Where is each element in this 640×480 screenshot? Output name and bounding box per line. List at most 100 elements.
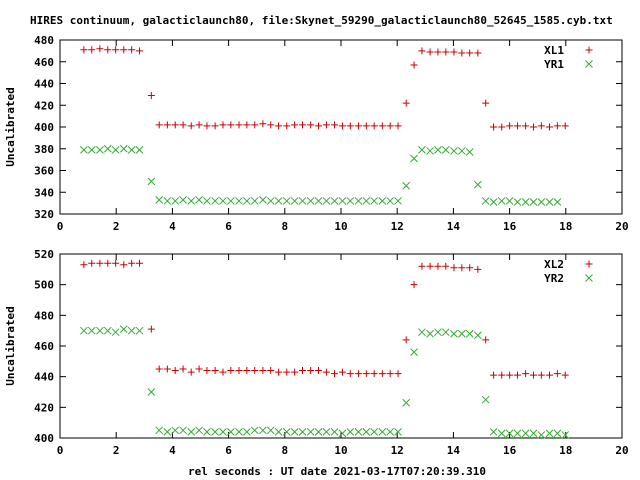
data-point-xl2 (331, 370, 339, 378)
data-point-yr1 (119, 144, 128, 153)
data-point-yr2 (203, 428, 211, 436)
data-point-yr2 (473, 331, 482, 340)
data-point-xl1 (338, 122, 346, 130)
data-point-yr1 (338, 197, 347, 205)
data-point-xl2 (128, 259, 136, 267)
data-point-yr1 (402, 181, 411, 190)
data-point-yr2 (378, 428, 387, 436)
data-point-xl2 (458, 264, 466, 272)
data-point-yr1 (80, 145, 88, 154)
data-point-xl2 (561, 371, 569, 379)
data-point-yr2 (250, 426, 259, 435)
data-point-yr2 (147, 388, 156, 396)
data-point-xl2 (112, 259, 120, 267)
data-point-yr2 (274, 428, 283, 436)
data-point-yr1 (426, 147, 434, 155)
data-point-xl2 (147, 325, 155, 333)
data-point-yr1 (465, 148, 474, 156)
data-point-xl1 (147, 91, 155, 99)
data-point-yr1 (521, 198, 530, 206)
data-point-yr1 (553, 198, 562, 206)
data-point-yr1 (537, 198, 546, 206)
data-point-xl1 (251, 121, 259, 129)
legend-marker (585, 46, 593, 54)
data-point-yr1 (513, 198, 522, 206)
data-point-yr2 (505, 429, 514, 438)
x-tick-label: 0 (57, 444, 64, 457)
plot-frame (59, 253, 623, 439)
data-point-yr2 (127, 326, 136, 335)
data-point-xl2 (418, 262, 426, 270)
data-point-yr1 (163, 197, 172, 205)
x-tick-label: 10 (334, 444, 347, 457)
data-point-xl1 (402, 99, 410, 107)
data-point-xl2 (96, 259, 104, 267)
data-point-xl2 (88, 259, 96, 267)
data-point-xl1 (96, 45, 104, 53)
data-point-xl2 (136, 259, 144, 267)
y-tick-label: 320 (34, 208, 54, 221)
data-point-yr2 (155, 426, 164, 435)
data-point-xl2 (243, 367, 251, 375)
data-point-yr1 (111, 145, 120, 154)
data-point-xl1 (418, 47, 426, 55)
data-point-yr1 (362, 197, 371, 205)
y-tick-label: 440 (34, 78, 54, 91)
plot-frame (59, 39, 623, 215)
data-point-yr2 (434, 328, 442, 337)
data-point-yr2 (402, 398, 411, 407)
data-point-yr2 (235, 428, 243, 436)
data-point-xl1 (179, 121, 187, 129)
data-point-yr2 (171, 426, 180, 435)
data-point-yr2 (111, 328, 120, 337)
y-axis-label: Uncalibrated (4, 306, 17, 385)
data-point-yr2 (135, 326, 144, 335)
data-point-yr2 (354, 428, 363, 436)
data-point-xl2 (498, 371, 506, 379)
data-point-yr1 (290, 197, 299, 205)
data-point-xl2 (490, 371, 498, 379)
data-point-xl2 (434, 262, 442, 270)
data-point-yr2 (187, 428, 196, 436)
data-point-xl2 (450, 264, 458, 272)
y-tick-label: 380 (34, 143, 54, 156)
y-tick-label: 480 (34, 34, 54, 47)
data-point-xl2 (394, 370, 402, 378)
data-point-xl2 (251, 367, 259, 375)
y-axis-label: Uncalibrated (4, 87, 17, 166)
data-point-yr1 (211, 197, 219, 205)
data-point-xl1 (219, 121, 227, 129)
x-tick-label: 2 (113, 220, 120, 233)
data-point-xl2 (474, 265, 482, 273)
data-point-xl1 (474, 49, 482, 57)
y-tick-label: 480 (34, 309, 54, 322)
data-point-xl1 (322, 121, 330, 129)
data-point-yr1 (314, 197, 323, 205)
data-point-yr2 (163, 428, 172, 436)
data-point-xl1 (187, 122, 195, 130)
data-point-xl2 (307, 367, 315, 375)
data-point-yr2 (226, 428, 235, 436)
x-tick-label: 14 (447, 220, 461, 233)
data-point-xl2 (227, 367, 235, 375)
data-point-xl2 (283, 368, 291, 376)
data-point-yr2 (370, 428, 379, 436)
data-point-yr1 (505, 197, 514, 205)
data-point-yr2 (306, 428, 315, 436)
data-point-yr1 (481, 197, 490, 205)
x-tick-label: 20 (615, 220, 628, 233)
data-point-xl2 (315, 367, 323, 375)
x-tick-label: 2 (113, 444, 120, 457)
data-point-xl1 (243, 121, 251, 129)
data-point-yr2 (457, 329, 466, 338)
legend-marker (585, 60, 593, 68)
data-point-xl2 (354, 370, 362, 378)
data-point-yr1 (155, 196, 164, 204)
data-point-xl1 (378, 122, 386, 130)
y-tick-label: 420 (34, 401, 54, 414)
x-tick-label: 12 (391, 444, 404, 457)
data-point-xl2 (370, 370, 378, 378)
data-point-yr1 (298, 197, 307, 205)
data-point-yr2 (219, 428, 227, 436)
data-point-yr1 (457, 147, 466, 155)
